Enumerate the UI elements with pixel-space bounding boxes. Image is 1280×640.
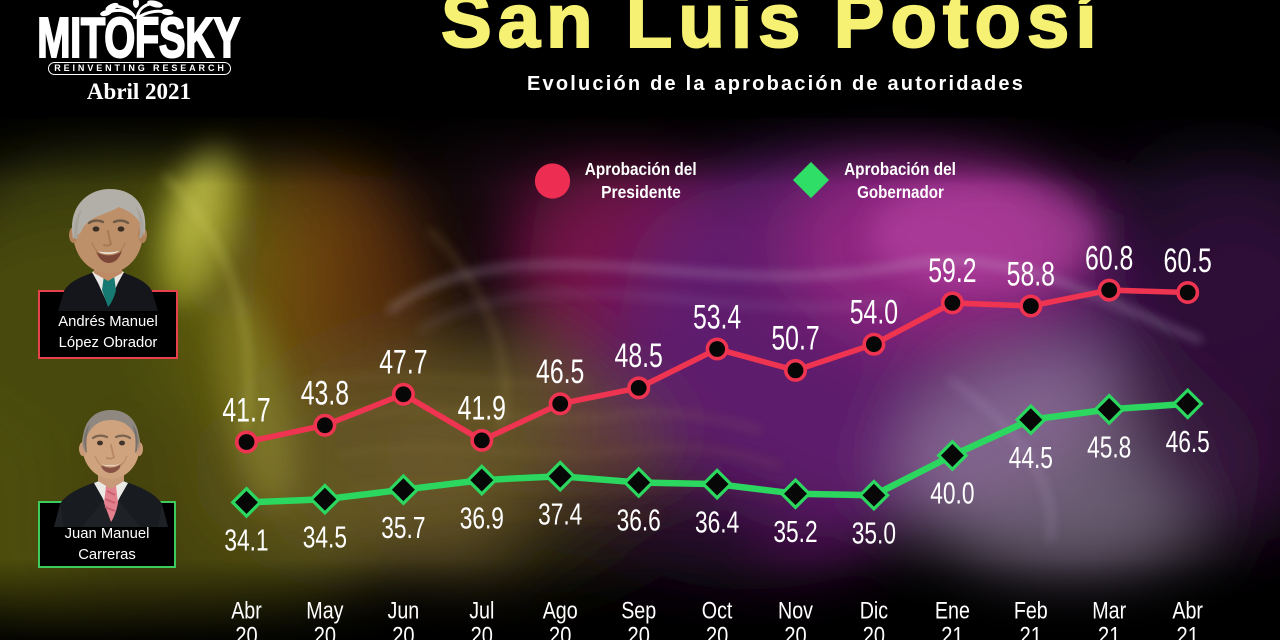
svg-text:20: 20 bbox=[471, 623, 493, 640]
svg-text:58.8: 58.8 bbox=[1007, 255, 1055, 293]
svg-text:Dic: Dic bbox=[860, 598, 888, 625]
svg-text:Gobernador: Gobernador bbox=[857, 182, 944, 202]
svg-text:54.0: 54.0 bbox=[850, 294, 898, 332]
svg-text:46.5: 46.5 bbox=[536, 353, 584, 391]
svg-text:46.5: 46.5 bbox=[1166, 424, 1210, 459]
svg-text:60.8: 60.8 bbox=[1085, 239, 1133, 277]
svg-text:21: 21 bbox=[1177, 623, 1199, 640]
svg-text:41.7: 41.7 bbox=[222, 391, 270, 429]
svg-text:Abr: Abr bbox=[231, 598, 262, 625]
svg-text:Oct: Oct bbox=[702, 598, 733, 625]
svg-text:53.4: 53.4 bbox=[693, 298, 741, 336]
svg-text:Abr: Abr bbox=[1172, 598, 1203, 625]
svg-text:Presidente: Presidente bbox=[601, 182, 681, 202]
svg-text:20: 20 bbox=[235, 623, 257, 640]
svg-text:20: 20 bbox=[314, 623, 336, 640]
svg-text:43.8: 43.8 bbox=[301, 375, 349, 413]
svg-text:Feb: Feb bbox=[1014, 598, 1048, 625]
svg-text:Aprobación del: Aprobación del bbox=[585, 159, 697, 179]
svg-text:47.7: 47.7 bbox=[379, 344, 427, 382]
svg-text:50.7: 50.7 bbox=[771, 320, 819, 358]
svg-text:May: May bbox=[306, 598, 343, 625]
svg-text:Sep: Sep bbox=[621, 598, 656, 625]
svg-text:20: 20 bbox=[392, 623, 414, 640]
svg-text:35.2: 35.2 bbox=[773, 514, 817, 549]
svg-text:Jul: Jul bbox=[469, 598, 494, 625]
svg-text:21: 21 bbox=[1020, 623, 1042, 640]
svg-text:37.4: 37.4 bbox=[538, 496, 582, 531]
svg-text:48.5: 48.5 bbox=[615, 337, 663, 375]
svg-text:44.5: 44.5 bbox=[1009, 440, 1053, 475]
svg-text:Mar: Mar bbox=[1092, 598, 1126, 625]
svg-text:35.7: 35.7 bbox=[381, 510, 425, 545]
svg-text:36.4: 36.4 bbox=[695, 504, 739, 539]
svg-text:34.1: 34.1 bbox=[224, 523, 268, 558]
svg-text:Jun: Jun bbox=[388, 598, 420, 625]
svg-text:45.8: 45.8 bbox=[1087, 430, 1131, 465]
svg-text:Nov: Nov bbox=[778, 598, 813, 625]
svg-text:20: 20 bbox=[549, 623, 571, 640]
svg-text:40.0: 40.0 bbox=[930, 476, 974, 511]
svg-text:20: 20 bbox=[706, 623, 728, 640]
svg-text:Aprobación del: Aprobación del bbox=[844, 159, 956, 179]
svg-text:21: 21 bbox=[1098, 623, 1120, 640]
svg-text:36.9: 36.9 bbox=[460, 500, 504, 535]
svg-text:35.0: 35.0 bbox=[852, 515, 896, 550]
svg-text:20: 20 bbox=[784, 623, 806, 640]
svg-text:34.5: 34.5 bbox=[303, 519, 347, 554]
svg-text:Ago: Ago bbox=[543, 598, 578, 625]
svg-text:59.2: 59.2 bbox=[928, 252, 976, 290]
svg-text:21: 21 bbox=[941, 623, 963, 640]
svg-text:36.6: 36.6 bbox=[617, 503, 661, 538]
svg-text:41.9: 41.9 bbox=[458, 390, 506, 428]
svg-text:20: 20 bbox=[863, 623, 885, 640]
svg-text:60.5: 60.5 bbox=[1164, 242, 1212, 280]
svg-text:20: 20 bbox=[628, 623, 650, 640]
svg-text:Ene: Ene bbox=[935, 598, 970, 625]
